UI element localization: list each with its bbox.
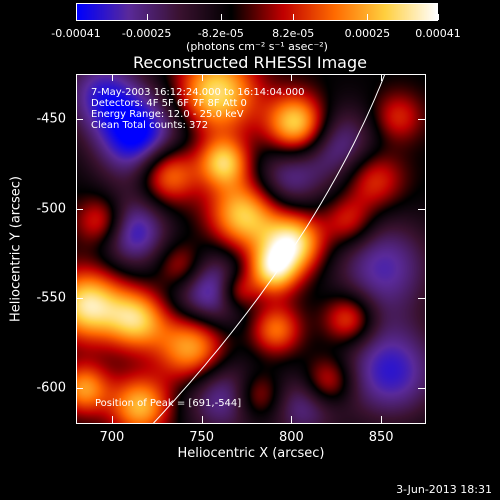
colorbar-tick-mark (146, 14, 148, 20)
colorbar-tick-mark (367, 14, 369, 20)
colorbar-tick-label: -0.00025 (121, 27, 172, 40)
y-tick-mark (418, 118, 425, 120)
annotation-time: 7-May-2003 16:12:24.000 to 16:14:04.000 (91, 87, 305, 98)
colorbar-units: (photons cm⁻² s⁻¹ asec⁻²) (186, 40, 328, 53)
y-tick-label: -500 (36, 201, 66, 217)
y-tick-mark (76, 118, 83, 120)
solar-limb (153, 75, 385, 423)
x-tick-label: 700 (99, 430, 125, 445)
x-tick-label: 850 (368, 430, 394, 445)
x-tick-mark (381, 416, 383, 423)
colorbar (76, 3, 438, 21)
x-axis-label: Heliocentric X (arcsec) (177, 446, 325, 461)
plot-area: 7-May-2003 16:12:24.000 to 16:14:04.000 … (76, 74, 426, 424)
y-axis-label: Heliocentric Y (arcsec) (8, 176, 24, 322)
y-tick-mark (418, 388, 425, 390)
colorbar-tick-mark (76, 14, 77, 20)
colorbar-tick-label: -8.2e-05 (197, 27, 244, 40)
x-tick-mark (291, 416, 293, 423)
colorbar-tick-mark (293, 14, 295, 20)
x-tick-mark (111, 416, 113, 423)
colorbar-tick-label: 0.00041 (415, 27, 461, 40)
y-tick-label: -600 (36, 380, 66, 396)
x-tick-mark (111, 74, 113, 81)
x-tick-label: 800 (278, 430, 304, 445)
colorbar-gradient (77, 4, 437, 20)
heatmap-image (77, 75, 425, 423)
y-tick-label: -550 (36, 290, 66, 306)
y-tick-mark (418, 208, 425, 210)
x-tick-mark (201, 416, 203, 423)
x-tick-label: 750 (189, 430, 215, 445)
colorbar-tick-label: 8.2e-05 (272, 27, 315, 40)
y-tick-mark (76, 298, 83, 300)
footer-date: 3-Jun-2013 18:31 (396, 483, 492, 496)
y-tick-mark (418, 298, 425, 300)
annotation-energy: Energy Range: 12.0 - 25.0 keV (91, 109, 244, 120)
x-tick-mark (201, 74, 203, 81)
annotation-detectors: Detectors: 4F 5F 6F 7F 8F Att 0 (91, 98, 247, 109)
annotation-peak: Position of Peak = [691,-544] (95, 398, 242, 409)
annotation-clean: Clean Total counts: 372 (91, 120, 209, 131)
y-tick-mark (76, 388, 83, 390)
solar-limb-line (153, 75, 385, 423)
chart-title: Reconstructed RHESSI Image (133, 53, 367, 72)
colorbar-tick-mark (220, 14, 222, 20)
colorbar-tick-label: -0.00041 (51, 27, 101, 40)
x-tick-mark (291, 74, 293, 81)
x-tick-mark (381, 74, 383, 81)
colorbar-tick-label: 0.00025 (344, 27, 391, 40)
y-tick-mark (76, 208, 83, 210)
colorbar-tick-mark (438, 14, 439, 20)
y-tick-label: -450 (36, 111, 66, 127)
